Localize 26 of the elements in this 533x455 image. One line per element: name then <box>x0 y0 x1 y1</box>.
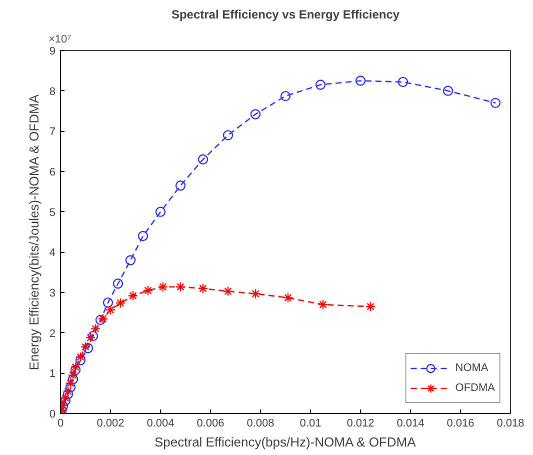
y-tick-label: 6 <box>49 166 56 178</box>
text: ×10⁷ <box>48 34 72 46</box>
x-tick-label: 0.002 <box>96 418 124 430</box>
x-tick-label: 0.014 <box>396 418 424 430</box>
y-tick-label: 3 <box>49 288 56 300</box>
x-tick-label: 0.012 <box>346 418 374 430</box>
x-tick-label: 0.016 <box>446 418 474 430</box>
y-tick-label: 4 <box>49 247 56 260</box>
x-tick-label: 0.006 <box>196 418 224 430</box>
y-tick-label: 1 <box>49 368 56 380</box>
x-axis-title: Spectral Efficiency(bps/Hz)-NOMA & OFDMA <box>154 434 416 450</box>
y-tick-label: 7 <box>49 126 56 138</box>
y-tick-label: 5 <box>49 206 56 219</box>
x-tick-label: 0.008 <box>246 418 274 430</box>
y-tick-label: 0 <box>49 408 56 420</box>
chart-title: Spectral Efficiency vs Energy Efficiency <box>171 8 400 22</box>
x-tick-label: 0.01 <box>300 418 322 430</box>
legend-label: OFDMA <box>455 382 495 394</box>
y-tick-label: 2 <box>49 328 56 340</box>
x-tick-label: 0 <box>57 418 64 430</box>
y-tick-label: 8 <box>49 86 56 98</box>
y-axis-title: Energy Efficiency(bits/Joules)-NOMA & OFDMA <box>26 94 42 370</box>
x-tick-label: 0.018 <box>496 418 524 430</box>
legend-label: NOMA <box>455 362 488 374</box>
x-tick-label: 0.004 <box>146 418 174 430</box>
y-tick-label: 9 <box>49 46 56 58</box>
